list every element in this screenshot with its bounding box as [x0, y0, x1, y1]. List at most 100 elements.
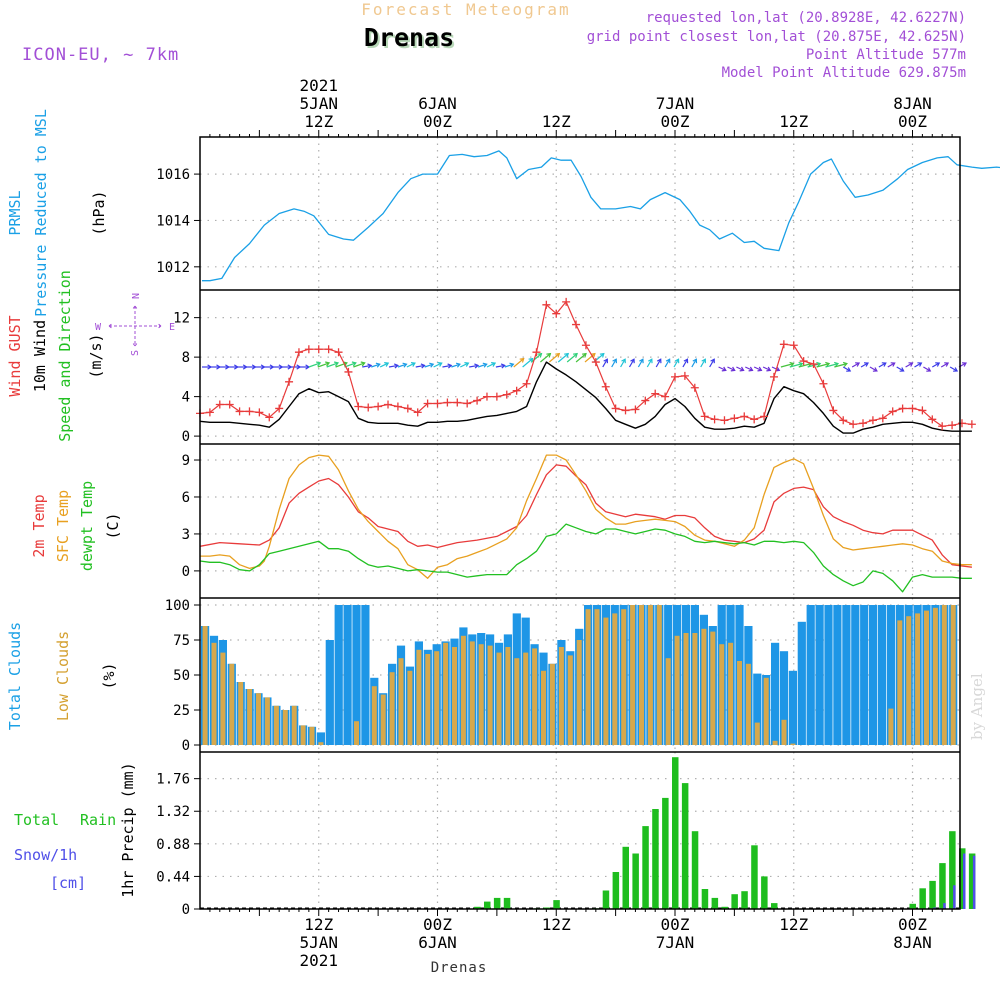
wind-arrow — [557, 353, 569, 363]
low-cloud-bar — [549, 663, 555, 745]
wind-arrow-head — [899, 367, 905, 372]
low-cloud-bar — [603, 617, 609, 745]
footer-location: Drenas — [431, 960, 488, 976]
wind-arrow — [789, 363, 803, 368]
gust-marker — [562, 297, 571, 306]
low-cloud-bar — [496, 652, 502, 745]
low-cloud-bar — [621, 609, 627, 745]
gust-marker — [898, 404, 907, 413]
temperature-grid: 0 3 6 9 — [182, 444, 960, 598]
wind-arrow — [682, 358, 688, 368]
clouds-axis-label: Low Clouds — [54, 631, 72, 721]
gust-marker — [235, 407, 244, 416]
grid-point-coordinates: grid point closest lon,lat (20.875E, 42.… — [587, 29, 966, 45]
total-cloud-bar — [352, 605, 361, 745]
wind-arrow-head — [509, 362, 515, 368]
wind-arrow-head — [665, 358, 671, 364]
wind-arrow — [887, 362, 896, 368]
rain-bar — [602, 890, 610, 909]
wind-arrow-head — [890, 362, 896, 367]
pressure-axis-label: (hPa) — [90, 190, 108, 235]
rain-bar — [612, 872, 620, 909]
wind-arrow — [504, 363, 514, 368]
gust-marker — [354, 402, 363, 411]
time-label-bottom: 7JAN — [656, 933, 695, 952]
gust-marker — [779, 340, 788, 349]
wind-arrow — [371, 363, 380, 368]
clouds-ytick-label: 75 — [173, 633, 190, 649]
pressure-axis-label: Pressure Reduced to MSL — [32, 109, 50, 317]
low-cloud-bar — [728, 642, 734, 745]
wind-arrow — [469, 364, 479, 368]
temperature-ytick-label: 6 — [182, 490, 190, 506]
low-cloud-bar — [487, 645, 493, 745]
wind-arrow-head — [789, 361, 795, 368]
gust-marker — [502, 390, 511, 399]
gust-marker — [750, 415, 759, 424]
gust-marker — [255, 408, 264, 417]
rain-bar — [771, 903, 778, 909]
gust-marker — [760, 412, 769, 421]
wind-arrow-head — [935, 362, 941, 367]
gust-marker — [344, 367, 353, 376]
low-cloud-bar — [692, 633, 698, 745]
low-cloud-bar — [371, 686, 377, 745]
rain-bar — [919, 888, 926, 909]
wind-arrow-head — [872, 367, 878, 372]
time-label-bottom: 00Z — [898, 915, 927, 934]
chart-frame — [199, 136, 961, 910]
wind-axis-label: Wind GUST — [6, 315, 24, 396]
low-cloud-bar — [229, 663, 235, 745]
total-cloud-bar — [316, 732, 325, 745]
low-cloud-bar — [790, 743, 796, 745]
rain-bar — [632, 853, 639, 909]
gust-marker — [245, 407, 254, 416]
wind-arrow-head — [537, 352, 543, 358]
time-label-top: 12Z — [779, 112, 808, 131]
clouds-axis-label: Total Clouds — [6, 622, 24, 730]
wind-arrow — [842, 366, 851, 372]
wind-arrow — [655, 358, 662, 368]
pressure-grid: 1012 1014 1016 — [156, 137, 960, 290]
gust-marker — [403, 404, 412, 413]
wind-arrow — [415, 364, 425, 368]
gust-marker — [374, 402, 383, 411]
gust-marker — [225, 400, 234, 409]
wind-arrow — [673, 358, 680, 368]
wind-arrow-head — [590, 352, 596, 358]
time-label-top: 00Z — [898, 112, 927, 131]
wind-arrow — [602, 358, 608, 368]
wind-arrow-head — [491, 362, 497, 367]
wind-grid: 0 4 8 12 — [173, 290, 960, 445]
gust-markers — [196, 297, 976, 431]
wind-arrow — [762, 366, 771, 371]
wind-arrow-head — [429, 362, 435, 368]
gust-marker — [473, 396, 482, 405]
gust-marker — [641, 396, 650, 405]
wind-arrow — [628, 358, 635, 368]
wind-arrow-head — [573, 352, 578, 358]
gust-marker — [443, 398, 452, 407]
compass-south: S — [130, 350, 141, 356]
requested-coordinates: requested lon,lat (20.8928E, 42.6227N) — [646, 10, 966, 26]
low-cloud-bar — [443, 642, 449, 745]
low-cloud-bar — [710, 631, 716, 745]
gust-marker — [294, 348, 303, 357]
wind-arrow-head — [710, 358, 715, 364]
gust-marker — [789, 341, 798, 350]
low-cloud-bar — [211, 642, 217, 745]
wind-ytick-label: 4 — [182, 390, 190, 406]
low-cloud-bar — [941, 605, 947, 745]
product-title: Forecast Meteogram — [361, 0, 570, 19]
low-cloud-bar — [380, 694, 386, 745]
wind-arrow — [878, 362, 887, 368]
time-label-top: 00Z — [423, 112, 452, 131]
wind-arrow — [718, 366, 727, 371]
gust-marker — [631, 405, 640, 414]
low-cloud-bar — [647, 605, 653, 745]
rain-bar — [968, 853, 976, 909]
gust-marker — [393, 402, 402, 411]
total-cloud-bar — [815, 605, 824, 745]
wind-arrow — [353, 362, 365, 368]
